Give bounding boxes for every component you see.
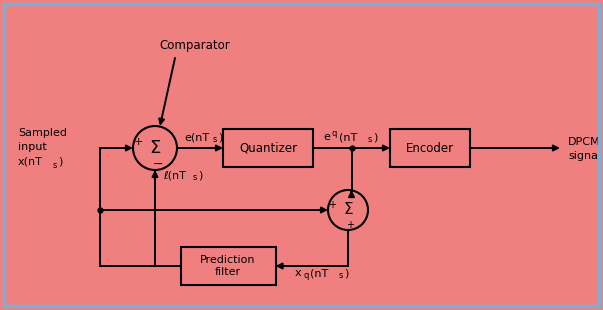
Circle shape — [133, 126, 177, 170]
Text: x: x — [295, 268, 302, 278]
Text: (nT: (nT — [339, 132, 357, 142]
Text: s: s — [368, 135, 373, 144]
Text: Sampled: Sampled — [18, 128, 67, 138]
Text: s: s — [53, 161, 57, 170]
Text: e(nT: e(nT — [184, 132, 209, 142]
Text: ): ) — [344, 268, 349, 278]
Text: +: + — [346, 220, 354, 230]
Text: ): ) — [373, 132, 377, 142]
Bar — [390, 129, 470, 167]
Text: signal: signal — [568, 151, 601, 161]
Text: Σ: Σ — [150, 139, 160, 157]
Text: s: s — [213, 135, 217, 144]
Text: s: s — [339, 272, 343, 281]
Text: ℓ(nT: ℓ(nT — [163, 170, 186, 180]
Text: q: q — [303, 272, 308, 281]
Bar — [180, 247, 276, 285]
Text: q: q — [332, 130, 337, 139]
Text: −: − — [153, 157, 163, 170]
Text: Σ: Σ — [343, 202, 353, 218]
Text: (nT: (nT — [310, 268, 328, 278]
Text: ): ) — [218, 132, 223, 142]
Text: +: + — [133, 137, 143, 147]
Text: x(nT: x(nT — [18, 157, 43, 167]
Text: Encoder: Encoder — [406, 141, 454, 154]
Text: ): ) — [58, 157, 62, 167]
Text: Prediction
filter: Prediction filter — [200, 255, 256, 277]
Text: Comparator: Comparator — [160, 38, 230, 51]
Text: s: s — [193, 174, 197, 183]
Text: Quantizer: Quantizer — [239, 141, 297, 154]
Circle shape — [328, 190, 368, 230]
Text: DPCM: DPCM — [568, 137, 601, 147]
Text: ): ) — [198, 170, 203, 180]
Text: input: input — [18, 142, 47, 152]
Bar — [223, 129, 313, 167]
Text: +: + — [328, 200, 336, 210]
Text: e: e — [323, 132, 330, 142]
